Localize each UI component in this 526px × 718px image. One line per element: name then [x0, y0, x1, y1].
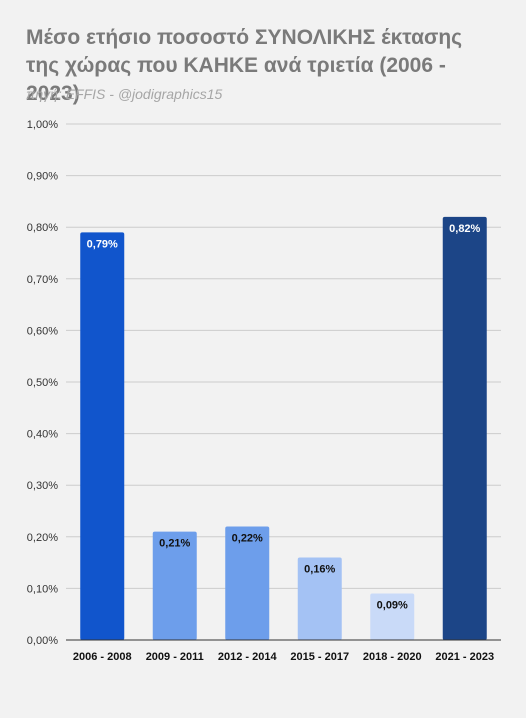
y-axis-ticks: 0,00% 0,10% 0,20% 0,30% 0,40% 0,50% 0,60% 0,70%…	[27, 119, 58, 647]
y-tick-label: 0,90%	[27, 171, 58, 183]
y-tick-label: 1,00%	[27, 119, 58, 131]
y-tick-label: 0,80%	[27, 222, 58, 234]
y-tick-label: 0,70%	[27, 274, 58, 286]
x-category-label: 2009 - 2011	[146, 651, 204, 663]
x-category-label: 2006 - 2008	[73, 651, 132, 663]
bar	[442, 216, 487, 640]
x-category-label: 2015 - 2017	[290, 651, 349, 663]
data-label: 0,79%	[87, 238, 118, 250]
bar	[225, 526, 270, 640]
data-label: 0,82%	[449, 223, 480, 235]
data-label: 0,16%	[304, 563, 335, 575]
chart-title: Μέσο ετήσιο ποσοστό ΣΥΝΟΛΙΚΗΣ έκτασης τη…	[26, 26, 463, 105]
gridlines	[66, 123, 501, 589]
x-category-label: 2012 - 2014	[218, 651, 278, 663]
bar	[80, 232, 125, 641]
y-tick-label: 0,50%	[27, 377, 58, 389]
y-tick-label: 0,20%	[27, 532, 58, 544]
x-category-label: 2018 - 2020	[363, 651, 422, 663]
bars	[80, 216, 487, 641]
data-label: 0,21%	[159, 538, 190, 550]
y-tick-label: 0,00%	[27, 635, 58, 647]
y-tick-label: 0,10%	[27, 583, 58, 595]
y-tick-label: 0,30%	[27, 480, 58, 492]
bar	[152, 531, 197, 640]
y-tick-label: 0,40%	[27, 429, 58, 441]
bar	[297, 557, 342, 640]
data-label: 0,22%	[232, 532, 263, 544]
y-tick-label: 0,60%	[27, 325, 58, 337]
data-label: 0,09%	[377, 600, 408, 612]
bar	[370, 593, 415, 640]
chart-subtitle: πηγή: EFFIS - @jodigraphics15	[26, 86, 223, 102]
x-axis-categories: 2006 - 2008 2009 - 2011 2012 - 2014 2015 - …	[73, 651, 494, 663]
x-category-label: 2021 - 2023	[435, 651, 494, 663]
data-labels: 0,79% 0,21% 0,22% 0,16% 0,09% 0,82%	[87, 223, 481, 612]
